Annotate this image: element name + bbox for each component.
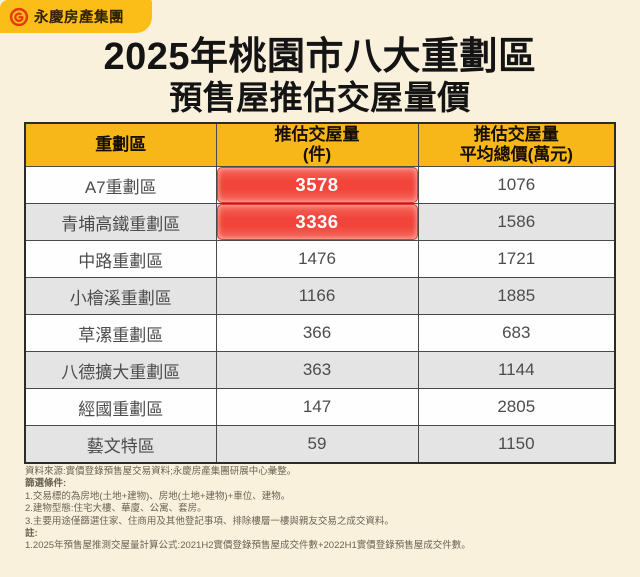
filter-condition-1: 1.交易標的為房地(土地+建物)、房地(土地+建物)+車位、建物。 xyxy=(25,490,291,502)
district-cell: 八德擴大重劃區 xyxy=(24,351,217,389)
volume-cell: 3578 xyxy=(215,166,419,204)
price-cell: 1586 xyxy=(417,203,616,241)
col-header-district-label: 重劃區 xyxy=(95,134,147,154)
table-row: 青埔高鐵重劃區 3336 1586 xyxy=(24,203,616,241)
district-cell: 經國重劃區 xyxy=(24,388,217,426)
district-cell: 小檜溪重劃區 xyxy=(24,277,217,315)
price-cell: 1076 xyxy=(417,166,616,204)
filter-conditions-label: 篩選條件: xyxy=(25,478,67,490)
table-row: 小檜溪重劃區 1166 1885 xyxy=(24,277,616,315)
highlight-badge: 3336 xyxy=(216,204,418,240)
district-cell: 藝文特區 xyxy=(24,425,217,464)
table-row: 中路重劃區 1476 1721 xyxy=(24,240,616,278)
col-header-district: 重劃區 xyxy=(24,122,217,167)
remark-1: 1.2025年預售屋推測交屋量計算公式:2021H2實價登錄預售屋成交件數+20… xyxy=(25,540,471,552)
title-line1: 2025年桃園市八大重劃區 xyxy=(103,36,537,78)
col-header-price-line2: 平均總價(萬元) xyxy=(459,145,573,164)
volume-cell: 1476 xyxy=(215,240,419,278)
source-note: 資料來源:實價登錄預售屋交易資料;永慶房產集團研展中心彙整。 xyxy=(25,466,297,477)
price-cell: 683 xyxy=(417,314,616,352)
brand-name: 永慶房產集團 xyxy=(34,10,124,26)
filter-condition-2: 2.建物型態:住宅大樓、華廈、公寓、套房。 xyxy=(25,503,207,515)
table-row: 草漯重劃區 366 683 xyxy=(24,314,616,352)
price-cell: 1885 xyxy=(417,277,616,315)
price-cell: 1150 xyxy=(417,425,616,464)
volume-cell: 366 xyxy=(215,314,419,352)
price-cell: 1721 xyxy=(417,240,616,278)
district-cell: 中路重劃區 xyxy=(24,240,217,278)
volume-cell: 147 xyxy=(215,388,419,426)
col-header-volume: 推估交屋量 (件) xyxy=(215,122,419,167)
brand-badge: 永慶房產集團 xyxy=(0,0,152,33)
col-header-volume-line2: (件) xyxy=(302,145,332,164)
table-row: 經國重劃區 147 2805 xyxy=(24,388,616,426)
table-row: 八德擴大重劃區 363 1144 xyxy=(24,351,616,389)
district-cell: 青埔高鐵重劃區 xyxy=(24,203,217,241)
volume-cell: 3336 xyxy=(215,203,419,241)
col-header-price-line1: 推估交屋量 xyxy=(473,124,559,144)
header-row: 重劃區 推估交屋量 (件) 推估交屋量 平均總價(萬元) xyxy=(24,122,616,167)
footnotes: 資料來源:實價登錄預售屋交易資料;永慶房產集團研展中心彙整。 篩選條件: 1.交… xyxy=(25,466,625,553)
volume-cell: 363 xyxy=(215,351,419,389)
col-header-price: 推估交屋量 平均總價(萬元) xyxy=(417,122,616,167)
yungching-logo-icon xyxy=(9,7,29,26)
page-title: 2025年桃園市八大重劃區 預售屋推估交屋量價 xyxy=(0,36,640,117)
price-cell: 2805 xyxy=(417,388,616,426)
table-row: 藝文特區 59 1150 xyxy=(24,425,616,464)
remark-label: 註: xyxy=(25,528,38,540)
volume-cell: 59 xyxy=(215,425,419,464)
district-cell: A7重劃區 xyxy=(24,166,217,204)
data-table: 重劃區 推估交屋量 (件) 推估交屋量 平均總價(萬元) A7重劃區 3578 10… xyxy=(24,122,616,464)
volume-cell: 1166 xyxy=(215,277,419,315)
filter-condition-3: 3.主要用途僅篩選住家、住商用及其他登記事項、排除樓層一樓與親友交易之成交資料。 xyxy=(25,515,394,527)
table-row: A7重劃區 3578 1076 xyxy=(24,166,616,204)
district-cell: 草漯重劃區 xyxy=(24,314,217,352)
title-line2: 預售屋推估交屋量價 xyxy=(169,78,471,116)
highlight-badge: 3578 xyxy=(216,167,418,203)
price-cell: 1144 xyxy=(417,351,616,389)
col-header-volume-line1: 推估交屋量 xyxy=(274,124,360,144)
